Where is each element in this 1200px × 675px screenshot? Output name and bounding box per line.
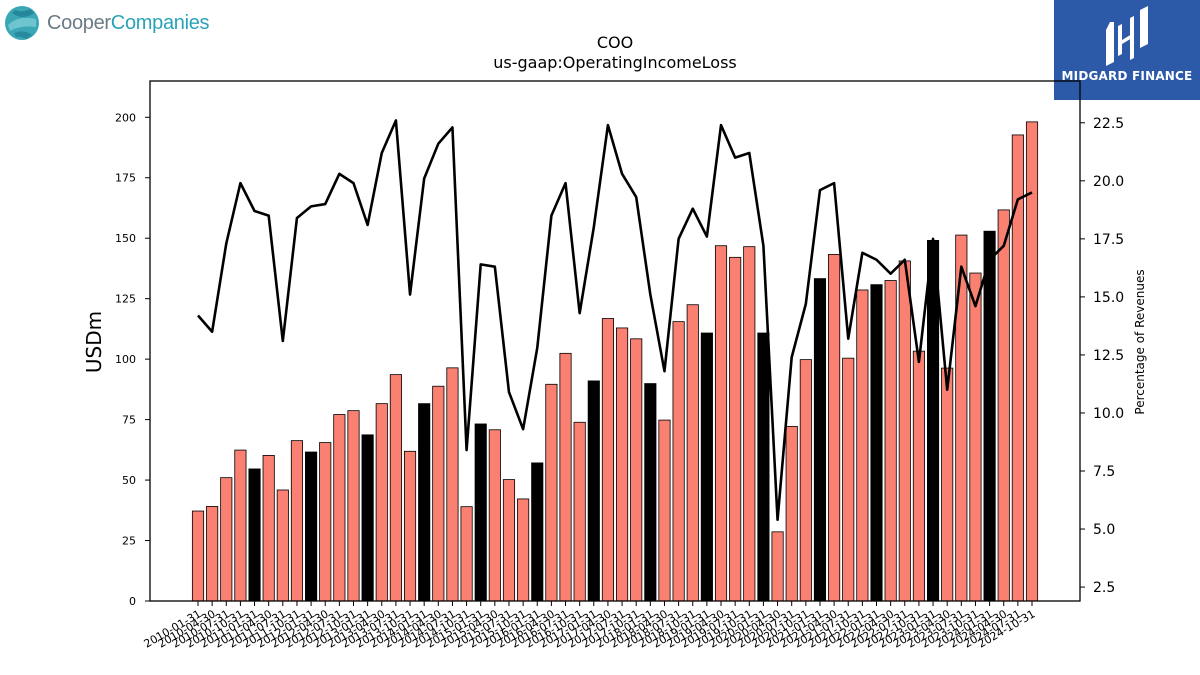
bar-2012-01-31 — [305, 451, 318, 602]
bar-2020-04-30 — [771, 531, 784, 602]
y-tick-label: 125 — [115, 293, 136, 306]
bar-2010-04-30 — [206, 506, 219, 602]
cooper-wordmark: CooperCompanies — [47, 11, 210, 35]
bar-2017-04-30 — [601, 318, 614, 602]
plot-frame — [149, 80, 1081, 602]
y-tick-label: 200 — [115, 111, 136, 124]
bar-2015-04-30 — [488, 429, 501, 602]
x-axis: 2010-01-312010-04-302010-07-312010-10-31… — [142, 601, 1038, 651]
bar-2022-10-31 — [912, 350, 925, 602]
bar-2022-01-31 — [870, 284, 883, 602]
bar-2017-01-31 — [587, 380, 600, 602]
bar-2020-10-31 — [799, 359, 812, 602]
y-tick-label: 100 — [115, 353, 136, 366]
bar-2016-07-31 — [559, 352, 572, 602]
chart-title: COO — [597, 33, 633, 52]
y2-tick-label: 15.0 — [1093, 290, 1124, 306]
bar-2019-10-31 — [743, 246, 756, 602]
bar-2020-01-31 — [757, 332, 770, 602]
bar-2016-04-30 — [545, 383, 558, 602]
bar-2020-07-31 — [785, 425, 798, 602]
bar-2010-10-31 — [234, 449, 247, 602]
bar-2011-10-31 — [290, 440, 304, 602]
bar-2016-10-31 — [573, 421, 586, 602]
line-series — [197, 119, 1033, 522]
bar-2014-01-31 — [418, 403, 431, 602]
bar-2017-07-31 — [616, 327, 629, 602]
bar-2024-07-31 — [1011, 134, 1024, 602]
bar-2022-07-31 — [898, 260, 911, 602]
y2-tick-label: 17.5 — [1093, 232, 1124, 248]
bar-2017-10-31 — [630, 338, 643, 602]
bar-2015-07-31 — [502, 479, 516, 602]
bar-series — [191, 121, 1039, 602]
y2-axis-label: Percentage of Revenues — [1133, 269, 1147, 414]
cooper-globe-icon — [5, 6, 39, 40]
bar-2015-01-31 — [474, 423, 487, 602]
bar-2011-01-31 — [248, 468, 261, 602]
cooper-wordmark-part1: Cooper — [47, 11, 111, 34]
y-tick-label: 75 — [122, 414, 136, 427]
left-axis: 0 25 50 75 100 125 150 175 200 — [115, 111, 150, 608]
midgard-wordmark: MIDGARD FINANCE — [1061, 69, 1193, 83]
bar-2014-07-31 — [446, 367, 459, 602]
bar-2019-01-31 — [700, 332, 713, 602]
midgard-emblem-icon — [1106, 6, 1148, 66]
bar-2021-10-31 — [856, 289, 869, 602]
y-axis-label: USDm — [82, 311, 106, 373]
bar-2024-04-30 — [997, 209, 1010, 602]
y2-tick-label: 10.0 — [1093, 406, 1124, 422]
midgard-finance-logo: MIDGARD FINANCE — [1054, 0, 1200, 100]
bar-2018-01-31 — [644, 383, 657, 602]
y2-tick-label: 2.5 — [1093, 580, 1115, 596]
y-tick-label: 0 — [129, 595, 136, 608]
y2-tick-label: 12.5 — [1093, 348, 1124, 364]
bar-2021-01-31 — [813, 278, 827, 602]
bar-2013-10-31 — [403, 450, 417, 602]
bar-2013-04-30 — [375, 403, 388, 602]
bar-2018-10-31 — [686, 304, 699, 602]
cooper-companies-logo: CooperCompanies — [4, 4, 210, 42]
bar-2013-01-31 — [361, 434, 374, 602]
bar-2021-07-31 — [842, 357, 855, 602]
y2-tick-label: 20.0 — [1093, 174, 1124, 190]
chart-subtitle: us-gaap:OperatingIncomeLoss — [493, 53, 737, 72]
bar-2011-07-31 — [276, 489, 289, 602]
bar-2010-07-31 — [220, 477, 233, 602]
bar-2018-04-30 — [658, 419, 671, 602]
bar-2014-10-31 — [460, 506, 473, 602]
bar-2023-04-30 — [941, 367, 954, 602]
y-tick-label: 25 — [122, 535, 136, 548]
percentage-line — [197, 119, 1033, 522]
bar-2016-01-31 — [531, 462, 544, 602]
y2-tick-label: 5.0 — [1093, 522, 1115, 538]
y-tick-label: 175 — [115, 172, 136, 185]
bar-2022-04-30 — [884, 280, 897, 602]
bar-2012-10-31 — [347, 410, 360, 602]
bar-2019-07-31 — [729, 256, 742, 602]
y2-tick-label: 7.5 — [1093, 464, 1115, 480]
bar-2021-04-30 — [828, 254, 841, 602]
bar-2010-01-31 — [191, 510, 205, 602]
y-tick-label: 50 — [122, 474, 136, 487]
bar-2012-07-31 — [333, 414, 346, 602]
y2-tick-label: 22.5 — [1093, 116, 1124, 132]
bar-2013-07-31 — [389, 374, 402, 602]
bar-2018-07-31 — [672, 321, 685, 602]
bar-2011-04-30 — [262, 454, 275, 602]
bar-2024-01-31 — [983, 230, 996, 602]
y-tick-label: 150 — [115, 232, 136, 245]
bar-2015-10-31 — [517, 498, 530, 602]
bar-2014-04-30 — [432, 385, 445, 602]
bar-2019-04-30 — [714, 245, 728, 602]
right-axis: 2.5 5.0 7.5 10.0 12.5 15.0 17.5 20.0 22.5 — [1080, 116, 1124, 596]
cooper-wordmark-part2: Companies — [110, 11, 210, 34]
bar-2023-10-31 — [969, 272, 982, 602]
bar-2012-04-30 — [319, 442, 332, 602]
